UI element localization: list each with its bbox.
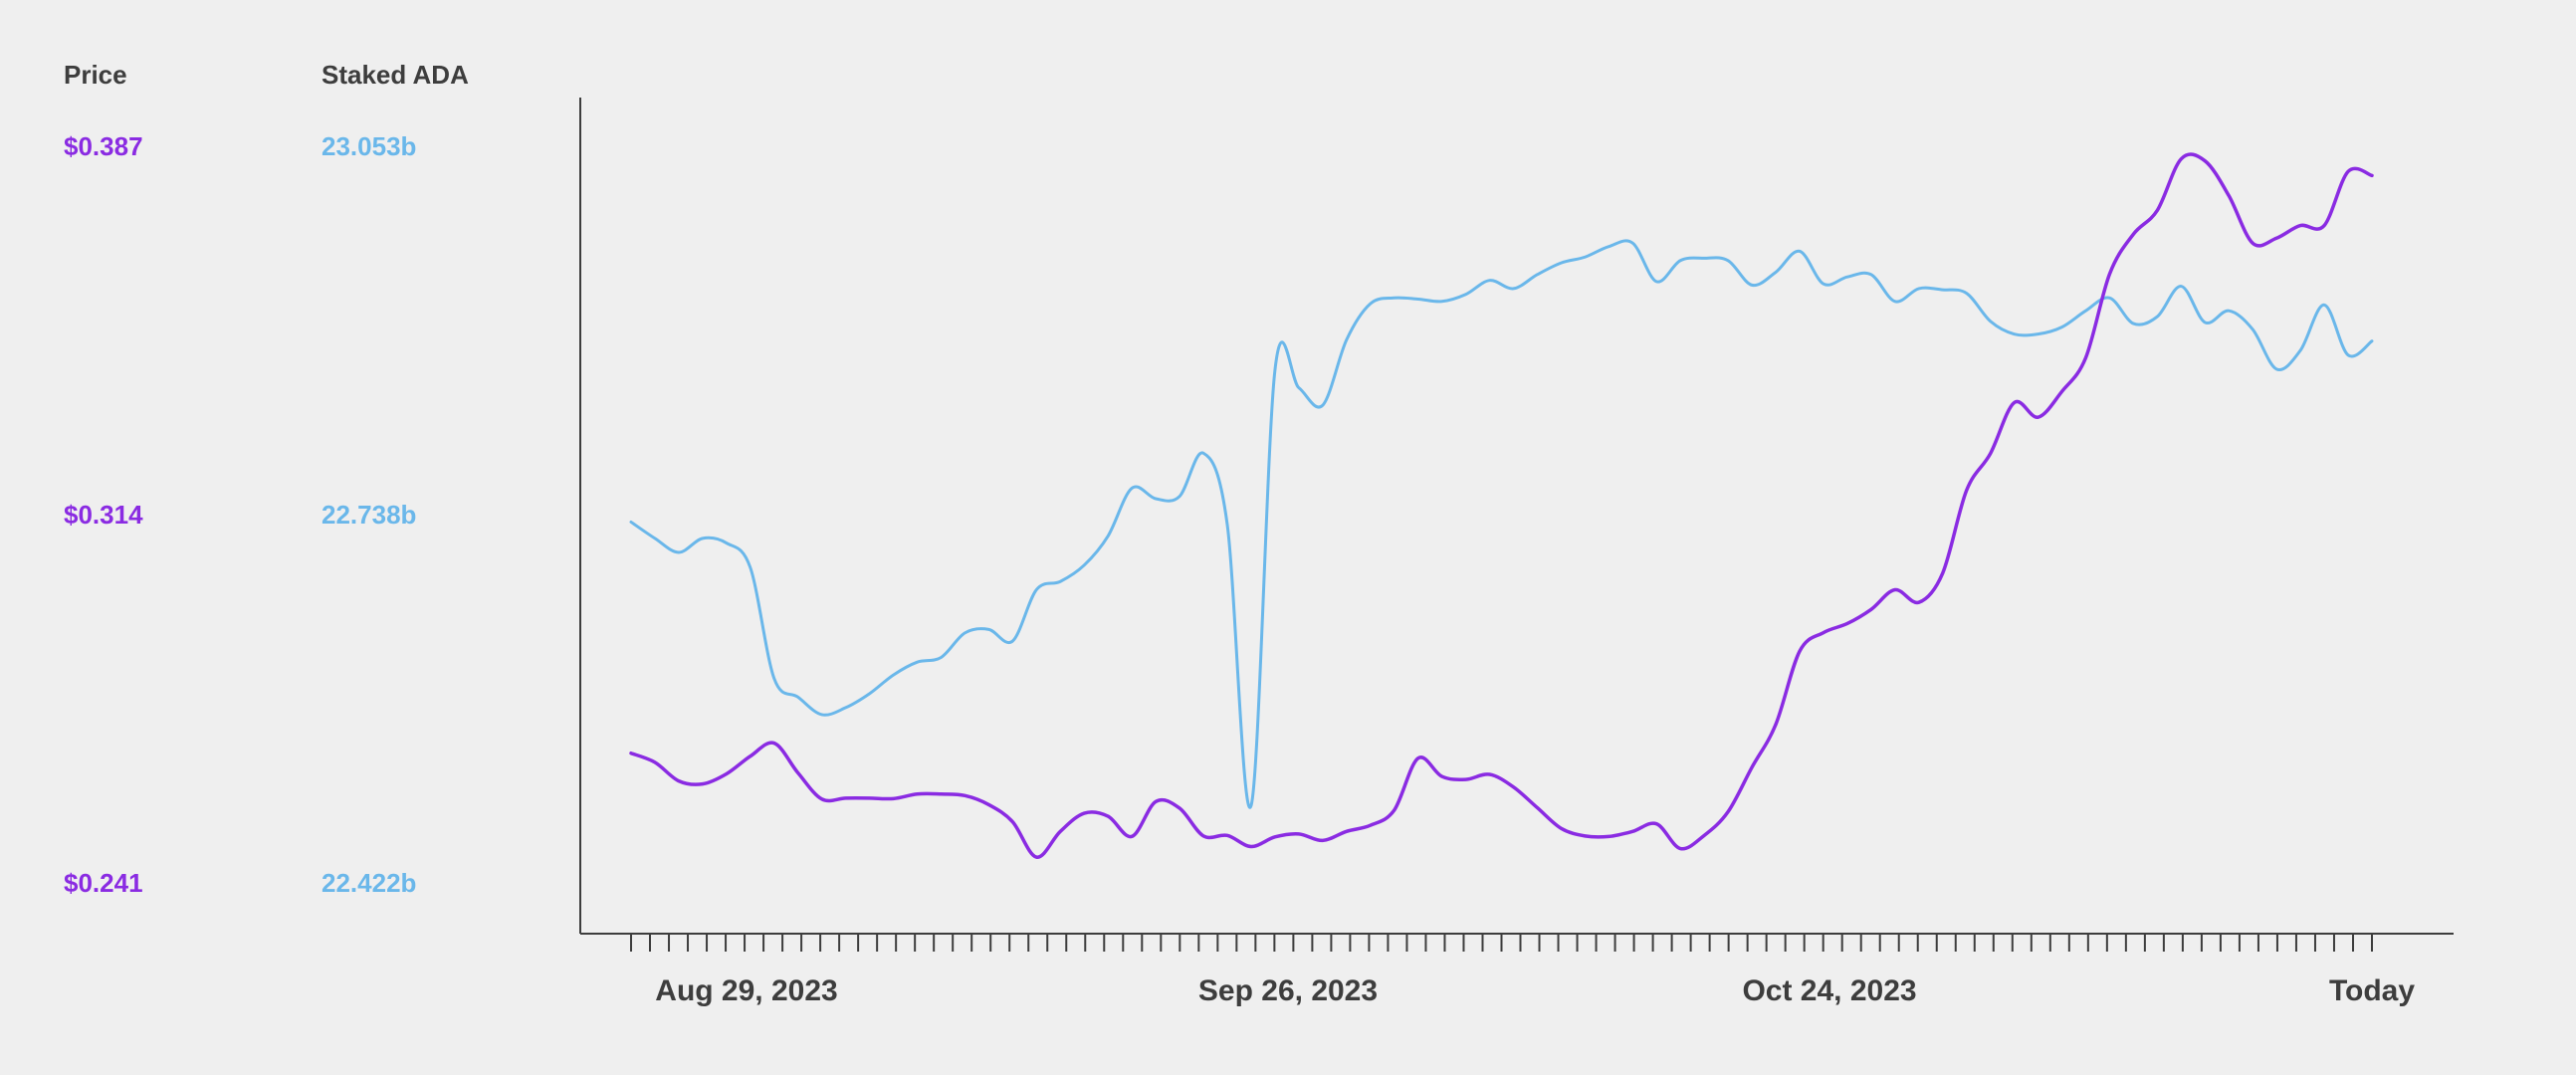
staked-ada-series-line — [629, 239, 2374, 809]
x-tick-label-today: Today — [2329, 974, 2415, 1007]
price-series-line — [629, 152, 2374, 859]
x-axis-ticks — [630, 934, 2373, 952]
price-tick-bottom: $0.241 — [64, 868, 143, 898]
x-tick-label-sep-26: Sep 26, 2023 — [1198, 974, 1378, 1007]
price-tick-mid: $0.314 — [64, 500, 143, 530]
price-header: Price — [64, 60, 127, 90]
x-tick-label-oct-24: Oct 24, 2023 — [1742, 974, 1916, 1007]
staked-tick-mid: 22.738b — [322, 500, 417, 530]
price-tick-top: $0.387 — [64, 131, 143, 161]
x-tick-label-aug-29: Aug 29, 2023 — [655, 974, 837, 1007]
staked-header: Staked ADA — [322, 60, 469, 90]
staked-tick-bottom: 22.422b — [322, 868, 417, 898]
staked-tick-top: 23.053b — [322, 131, 417, 161]
